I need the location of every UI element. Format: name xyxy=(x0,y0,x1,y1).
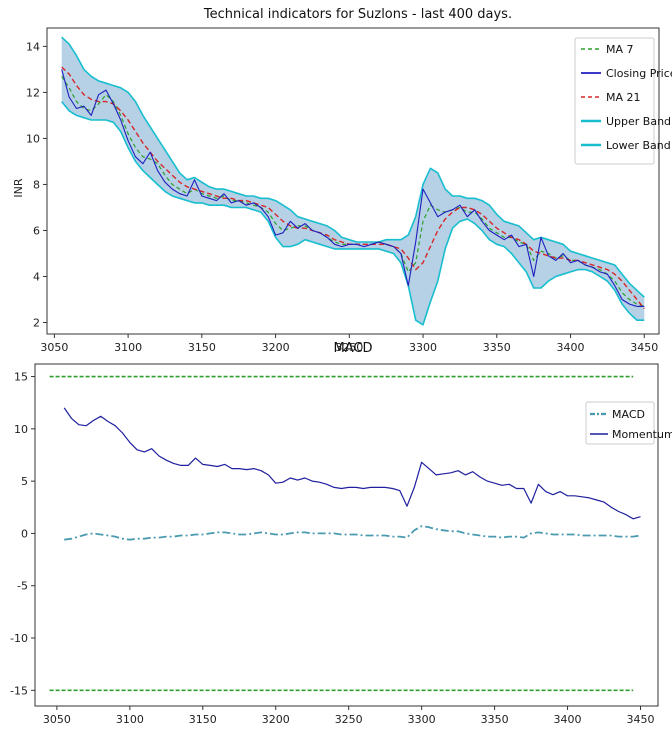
bottom-y-axis: -15 -10 -5 0 5 10 15 xyxy=(10,371,35,697)
y-tick-label: 2 xyxy=(33,316,40,329)
x-tick-label: 3350 xyxy=(481,713,509,726)
x-tick-label: 3450 xyxy=(630,341,658,354)
legend-label-closing-price: Closing Price xyxy=(606,67,672,80)
y-tick-label: 12 xyxy=(26,86,40,99)
x-tick-label: 3050 xyxy=(40,341,68,354)
legend-label-upper-band: Upper Band xyxy=(606,115,671,128)
legend-label-ma-7: MA 7 xyxy=(606,43,634,56)
technical-indicators-panel: Technical indicators for Suzlons - last … xyxy=(12,7,672,354)
top-series-lines xyxy=(61,36,645,326)
y-tick-label: 6 xyxy=(33,224,40,237)
top-legend-box xyxy=(574,37,655,165)
x-tick-label: 3200 xyxy=(262,713,290,726)
y-tick-label: 0 xyxy=(21,527,28,540)
x-tick-label: 3150 xyxy=(189,713,217,726)
y-tick-label: 10 xyxy=(14,423,28,436)
legend-label-lower-band: Lower Band xyxy=(606,139,671,152)
x-tick-label: 3250 xyxy=(335,713,363,726)
y-tick-label: 4 xyxy=(33,270,40,283)
top-y-axis: 2 4 6 8 10 12 14 xyxy=(26,40,47,329)
top-plot-area xyxy=(46,27,660,335)
x-tick-label: 3250 xyxy=(335,341,363,354)
x-tick-label: 3150 xyxy=(188,341,216,354)
x-tick-label: 3350 xyxy=(483,341,511,354)
macd-panel: MACD 3050 3100 3150 3200 3250 3300 3350 3400 345… xyxy=(10,341,672,726)
legend-label-ma-21: MA 21 xyxy=(606,91,641,104)
top-chart-title: Technical indicators for Suzlons - last … xyxy=(203,7,512,22)
y-tick-label: -15 xyxy=(10,684,28,697)
legend-label-macd: MACD xyxy=(612,408,645,421)
y-tick-label: 15 xyxy=(14,371,28,384)
top-x-axis: 3050 3100 3150 3200 3250 3300 3350 3400 3450 xyxy=(40,334,658,354)
legend-label-momentum: Momentum xyxy=(612,428,672,441)
series-line-closing-price xyxy=(61,69,645,307)
x-tick-label: 3100 xyxy=(114,341,142,354)
x-tick-label: 3300 xyxy=(408,713,436,726)
bottom-legend: MACD Momentum xyxy=(585,401,672,445)
x-tick-label: 3200 xyxy=(262,341,290,354)
top-legend: MA 7 Closing Price MA 21 Upper Band Lower Ba… xyxy=(574,37,672,165)
series-line-ma-21 xyxy=(61,66,645,310)
series-line-upper-band xyxy=(61,36,645,298)
series-line-momentum xyxy=(63,407,641,520)
y-tick-label: 8 xyxy=(33,178,40,191)
bottom-x-axis: 3050 3100 3150 3200 3250 3300 3350 3400 3450 xyxy=(43,706,654,726)
bottom-chart-title: MACD xyxy=(334,341,373,356)
series-line-macd xyxy=(64,525,641,541)
y-tick-label: 14 xyxy=(26,40,40,53)
y-tick-label: 10 xyxy=(26,132,40,145)
y-tick-label: -10 xyxy=(10,632,28,645)
x-tick-label: 3450 xyxy=(626,713,654,726)
x-tick-label: 3300 xyxy=(409,341,437,354)
x-tick-label: 3400 xyxy=(554,713,582,726)
series-line-lower-band xyxy=(61,101,645,326)
bottom-series-lines xyxy=(63,407,641,541)
y-tick-label: -5 xyxy=(17,580,28,593)
y-tick-label: 5 xyxy=(21,475,28,488)
x-tick-label: 3050 xyxy=(43,713,71,726)
macd-reference-lines xyxy=(49,375,634,692)
x-tick-label: 3100 xyxy=(116,713,144,726)
top-y-axis-label: INR xyxy=(12,178,25,197)
x-tick-label: 3400 xyxy=(557,341,585,354)
